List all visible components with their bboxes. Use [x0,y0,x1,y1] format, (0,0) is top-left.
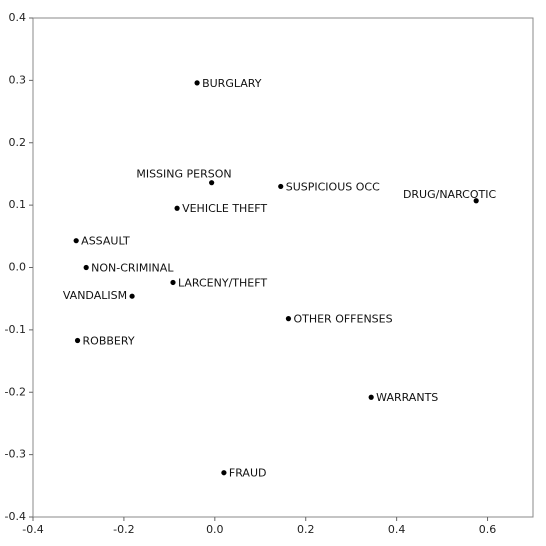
point [174,205,180,211]
point [473,198,479,204]
point [221,470,227,476]
y-tick-label: 0.4 [9,11,27,24]
point-label: WARRANTS [376,391,438,404]
x-tick-label: 0.0 [206,523,224,536]
y-tick-label: 0.2 [9,136,27,149]
point [368,394,374,400]
point-label: NON-CRIMINAL [91,262,174,275]
point [129,293,135,299]
point [83,264,89,271]
point-label: SUSPICIOUS OCC [286,180,380,193]
plot-frame [32,17,534,518]
y-tick-label: -0.4 [5,510,26,523]
point-label: ASSAULT [81,235,130,248]
y-tick-label: -0.3 [5,448,26,461]
point [285,316,292,322]
point [278,183,284,190]
point-label: MISSING PERSON [136,168,231,181]
point-label: FRAUD [229,467,267,480]
x-tick-label: 0.6 [479,523,497,536]
y-tick-label: 0.1 [9,198,27,211]
point-label: ROBBERY [83,334,135,347]
y-tick-label: 0.3 [9,73,27,86]
point-label: LARCENY/THEFT [178,276,267,289]
x-tick-label: 0.4 [388,523,406,536]
point [194,80,200,86]
point [170,279,176,286]
point [209,180,215,186]
point-label: OTHER OFFENSES [293,313,392,326]
point-label: VEHICLE THEFT [182,202,267,215]
y-tick-label: -0.2 [5,385,26,398]
x-tick-label: -0.4 [22,523,43,536]
point-label: BURGLARY [202,77,262,90]
point [73,238,79,244]
y-tick-label: -0.1 [5,323,26,336]
point [74,337,81,344]
point-label: DRUG/NARCOTIC [403,188,497,201]
x-tick-label: -0.2 [113,523,134,536]
x-tick-label: 0.2 [297,523,315,536]
y-tick-label: 0.0 [9,261,27,274]
point-label: VANDALISM [63,289,127,302]
